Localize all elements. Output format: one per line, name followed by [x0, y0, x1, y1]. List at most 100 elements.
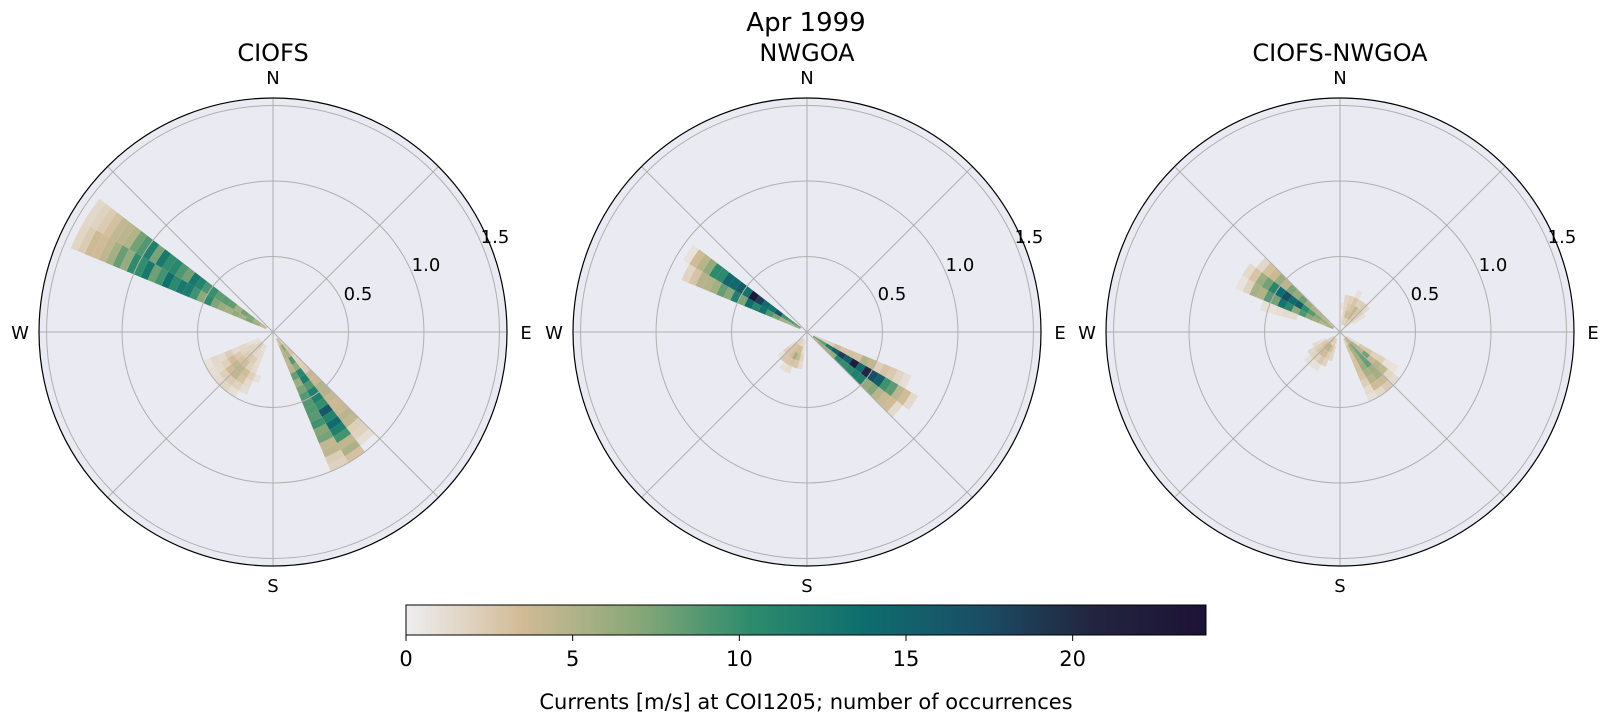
histogram-cell	[1357, 371, 1367, 381]
histogram-cell	[1287, 295, 1299, 306]
histogram-cell	[1361, 305, 1370, 314]
histogram-cell	[1345, 345, 1352, 353]
histogram-cell	[1249, 282, 1262, 298]
histogram-cell	[259, 322, 268, 329]
colorbar-tick-label: 5	[566, 647, 579, 671]
histogram-cell	[109, 217, 130, 242]
histogram-cell	[1305, 313, 1314, 321]
histogram-cell	[681, 264, 696, 283]
histogram-cell	[284, 358, 292, 367]
histogram-cell	[306, 385, 319, 398]
histogram-cell	[795, 352, 802, 362]
histogram-cell	[103, 212, 124, 238]
histogram-cell	[793, 322, 802, 329]
histogram-cell	[885, 366, 898, 382]
histogram-cell	[1277, 298, 1288, 309]
histogram-cell	[249, 345, 257, 354]
histogram-cell	[817, 341, 825, 349]
histogram-cell	[765, 309, 775, 318]
histogram-cell	[788, 358, 796, 367]
histogram-cell	[1340, 301, 1344, 310]
histogram-cell	[881, 396, 897, 413]
histogram-cell	[122, 226, 142, 249]
histogram-cell	[1298, 309, 1308, 318]
histogram-cell	[1291, 305, 1301, 315]
histogram-cell	[313, 423, 330, 437]
direction-label-s: S	[267, 576, 278, 597]
histogram-cell	[1331, 345, 1337, 354]
histogram-cell	[723, 286, 736, 301]
polar-grid	[1106, 98, 1574, 566]
histogram-cell	[735, 281, 748, 295]
histogram-cell	[708, 263, 724, 280]
histogram-cell	[307, 410, 323, 423]
histogram-cell	[245, 340, 254, 348]
histogram-cell	[772, 313, 781, 321]
grid-spoke	[1339, 331, 1506, 498]
histogram-cell	[203, 294, 215, 306]
radial-tick-1-5: 1.5	[1548, 227, 1577, 248]
histogram-cell	[1267, 303, 1278, 315]
grid-spoke	[641, 166, 808, 333]
histogram-cell	[341, 412, 359, 428]
grid-spoke	[1339, 166, 1506, 333]
histogram-cell	[238, 313, 247, 321]
histogram-cell	[155, 249, 172, 268]
histogram-cell	[854, 362, 866, 374]
direction-label-w: W	[545, 323, 563, 344]
histogram-cell	[1242, 279, 1256, 295]
histogram-cell	[233, 304, 244, 314]
histogram-cell	[233, 350, 244, 360]
histogram-cell	[859, 355, 870, 366]
histogram-cell	[860, 377, 873, 391]
histogram-cell	[730, 290, 742, 304]
histogram-cell	[793, 324, 801, 330]
histogram-cell	[1351, 297, 1359, 306]
panel-title: CIOFS	[237, 39, 308, 67]
histogram-cell	[325, 415, 342, 431]
histogram-cell	[1334, 338, 1339, 347]
histogram-cell	[801, 346, 806, 355]
histogram-cell	[1263, 290, 1275, 304]
histogram-cell	[1343, 337, 1350, 346]
histogram-cell	[1261, 276, 1275, 291]
histogram-cell	[1349, 342, 1357, 350]
histogram-cell	[1304, 299, 1314, 310]
histogram-cell	[201, 281, 214, 295]
histogram-cell	[250, 364, 259, 374]
histogram-cell	[1357, 343, 1367, 351]
histogram-cell	[1342, 338, 1348, 346]
histogram-cell	[240, 367, 251, 378]
histogram-cell	[1356, 345, 1364, 354]
polar-frame	[1105, 97, 1575, 567]
histogram-cell	[1313, 343, 1323, 351]
histogram-cell	[812, 336, 819, 343]
histogram-bins	[1235, 257, 1400, 402]
histogram-cell	[789, 341, 797, 349]
histogram-cell	[147, 264, 162, 283]
histogram-cell	[1323, 342, 1331, 350]
histogram-cell	[220, 295, 232, 306]
histogram-cell	[1307, 309, 1317, 317]
histogram-cell	[250, 355, 258, 365]
direction-label-s: S	[801, 576, 812, 597]
histogram-cell	[1256, 257, 1271, 273]
histogram-cell	[161, 271, 175, 289]
histogram-cell	[236, 373, 247, 385]
histogram-cell	[322, 443, 341, 458]
colorbar-tick-label: 10	[726, 647, 753, 671]
histogram-cell	[316, 430, 334, 444]
histogram-cell	[305, 369, 316, 380]
histogram-cell	[833, 343, 842, 351]
histogram-cell	[818, 339, 827, 346]
histogram-cell	[896, 388, 912, 406]
polar-panel-ciofs: CIOFS N E S W 0.5 1.0 1.5	[11, 39, 532, 597]
histogram-cell	[865, 382, 879, 397]
histogram-cell	[1354, 364, 1363, 374]
histogram-cell	[337, 433, 356, 450]
histogram-cell	[210, 298, 221, 309]
histogram-cell	[1313, 353, 1322, 362]
histogram-cell	[833, 354, 843, 365]
histogram-cell	[242, 377, 253, 388]
